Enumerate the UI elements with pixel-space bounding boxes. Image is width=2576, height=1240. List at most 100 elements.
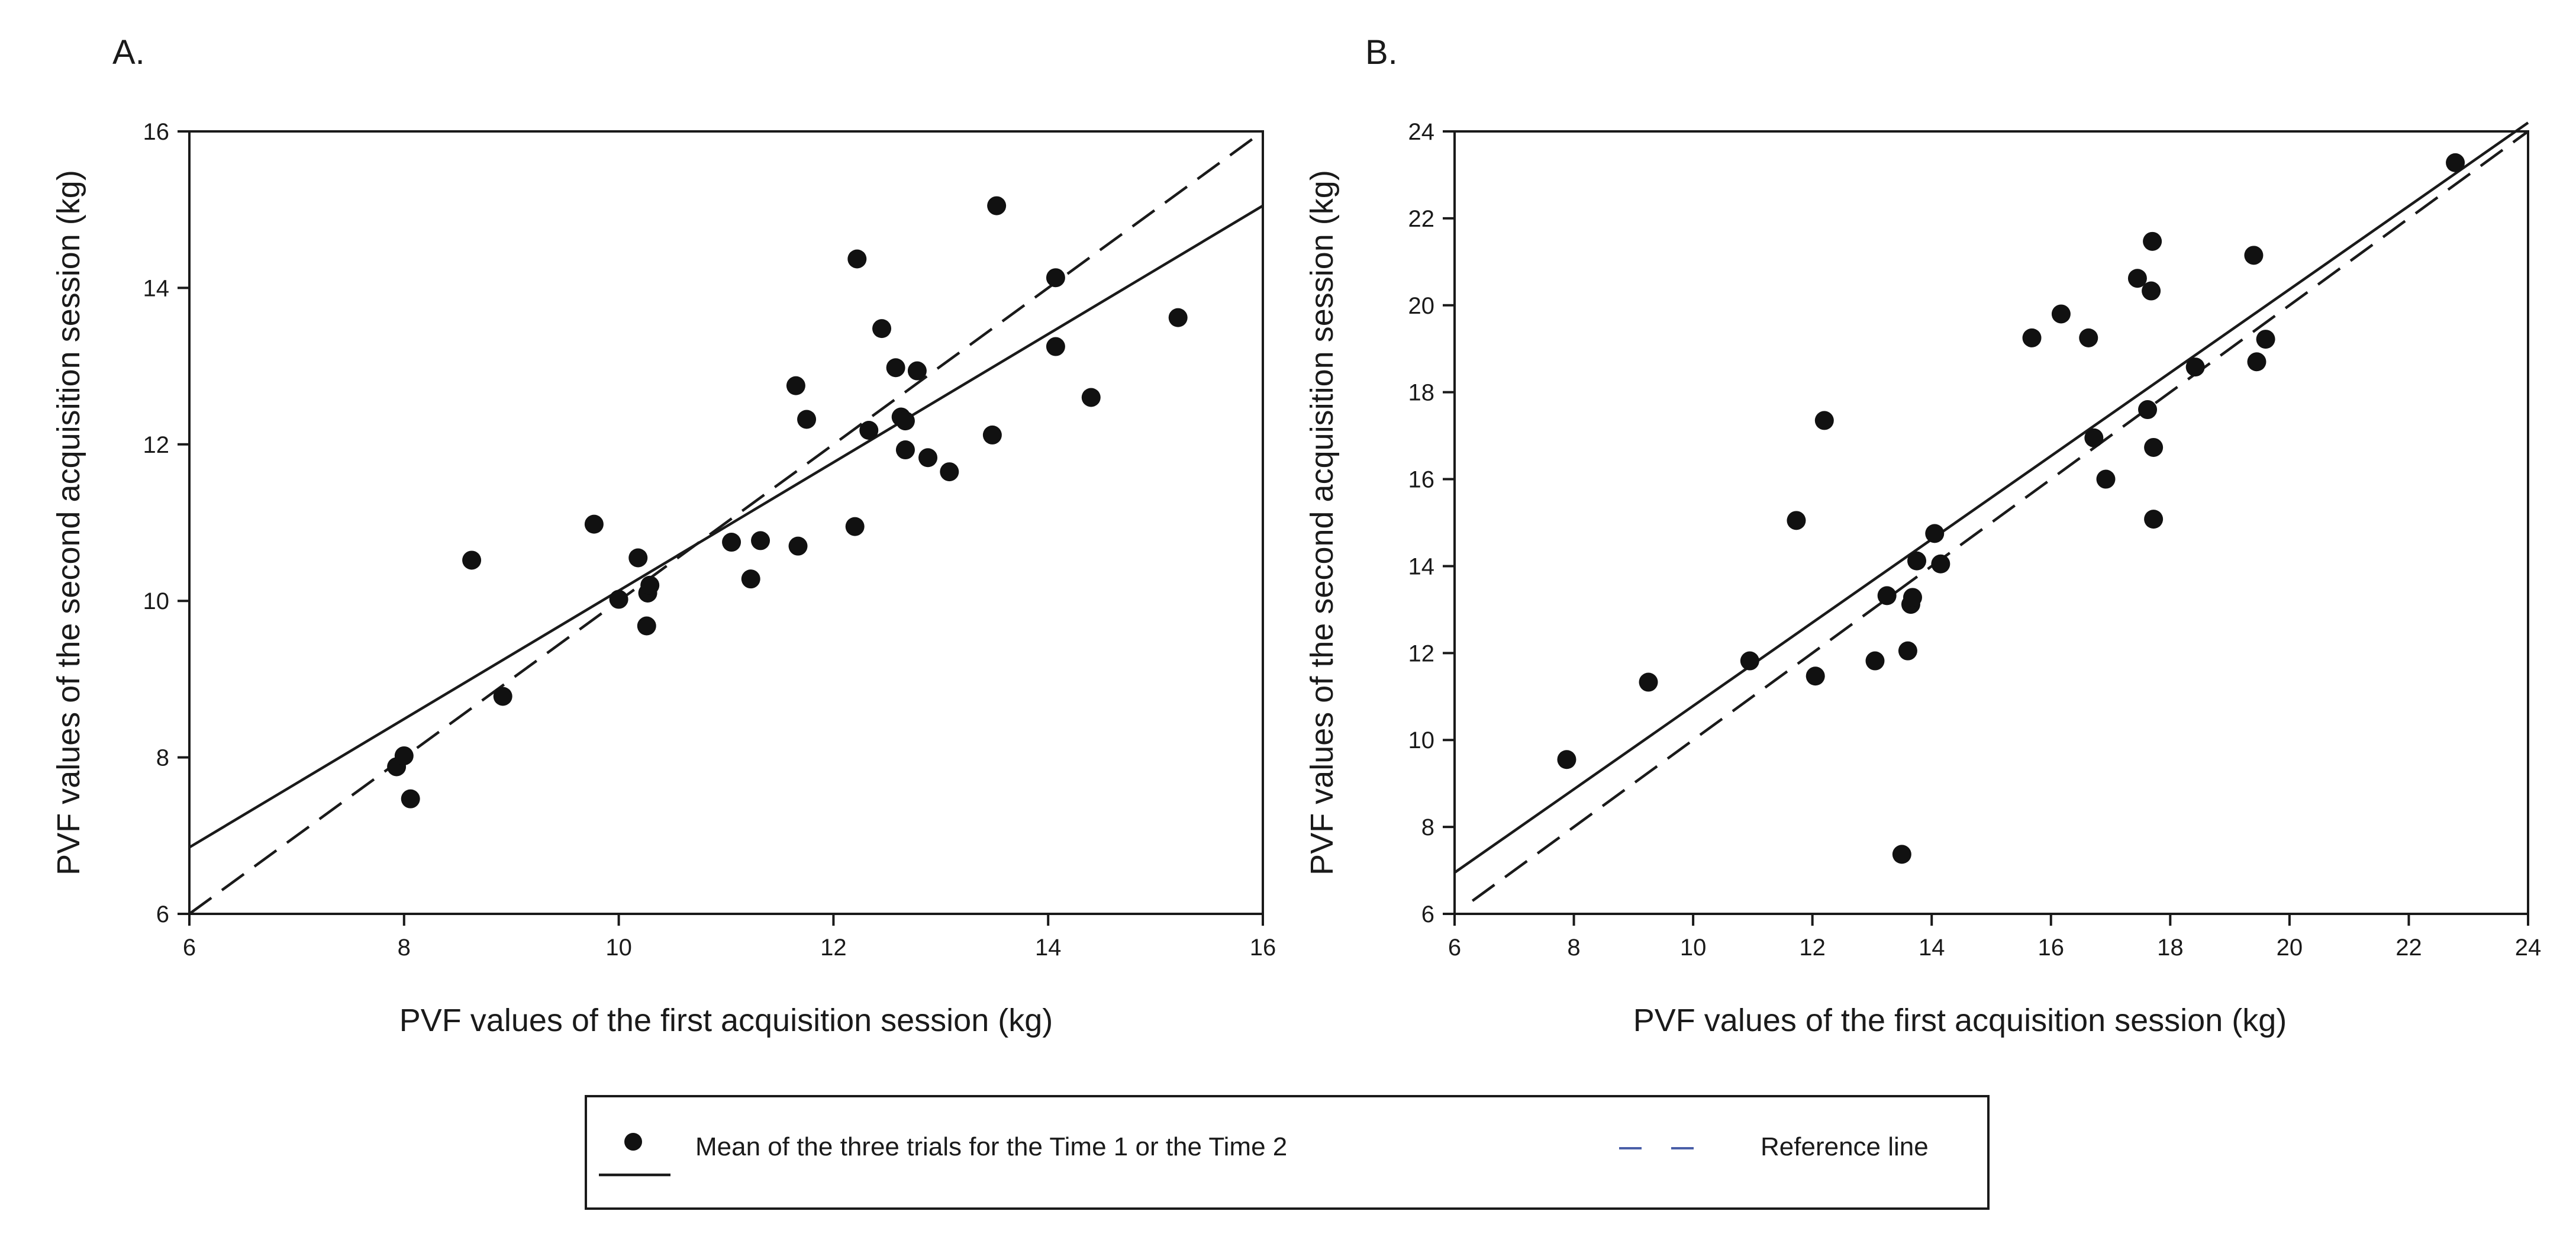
panel-a-data-point <box>628 548 648 568</box>
panel-b-data-point <box>1557 750 1576 769</box>
panel-b: B. 6 8 10 12 14 16 18 20 22 24681012141618202224 … <box>1304 33 2541 1038</box>
panel-b-fit-line <box>1453 121 2529 874</box>
panel-b-x-axis-label: PVF values of the first acquisition sess… <box>1633 1003 2287 1038</box>
panel-a-y-tick-label: 16 <box>143 119 170 145</box>
panel-b-y-tick-label: 22 <box>1408 206 1435 232</box>
panel-b-y-tick-label: 18 <box>1408 380 1435 406</box>
panel-b-data-point <box>1787 511 1806 530</box>
panel-a-data-point <box>462 550 482 570</box>
panel-b-data-point <box>2022 328 2042 347</box>
panel-a-data-point <box>637 616 656 636</box>
legend-reference-label: Reference line <box>1761 1132 1929 1161</box>
panel-a-x-tick-label: 14 <box>1035 935 1062 961</box>
panel-a-data-point <box>987 196 1007 215</box>
panel-a-data-point <box>493 687 512 706</box>
panel-b-data-point <box>1931 554 1950 574</box>
panel-b-points <box>1557 153 2465 864</box>
panel-a-data-point <box>394 746 414 765</box>
panel-a-y-tick-label: 12 <box>143 432 170 458</box>
panel-b-ticks: 6 8 10 12 14 16 18 20 22 24 6 8 10 12 14 16 18 20 22 24 <box>1408 119 2542 961</box>
panel-a-data-point <box>640 575 660 595</box>
panel-a-data-point <box>1046 337 1065 356</box>
panel-b-data-point <box>2079 328 2098 347</box>
panel-b-x-tick-label: 12 <box>1799 935 1826 961</box>
panel-b-data-point <box>2138 400 2158 420</box>
panel-b-y-tick-label: 20 <box>1408 293 1435 319</box>
panel-a-data-point <box>847 249 867 269</box>
panel-b-data-point <box>2256 330 2275 349</box>
panel-b-x-tick-label: 20 <box>2277 935 2303 961</box>
panel-b-y-tick-label: 8 <box>1421 814 1434 840</box>
panel-b-x-tick-label: 24 <box>2515 935 2542 961</box>
panel-a-data-point <box>584 514 604 534</box>
panel-b-data-point <box>2144 510 2164 529</box>
panel-a-data-point <box>797 410 817 429</box>
panel-b-data-point <box>1898 641 1917 661</box>
panel-b-x-tick-label: 18 <box>2157 935 2184 961</box>
panel-b-data-point <box>2127 269 2147 288</box>
panel-a-data-point <box>722 533 741 552</box>
legend-point-marker <box>624 1133 642 1151</box>
panel-b-data-point <box>2185 357 2205 377</box>
panel-b-data-point <box>2143 231 2162 251</box>
panel-a-data-point <box>886 358 905 378</box>
panel-a-y-tick-label: 8 <box>156 745 169 771</box>
panel-b-x-tick-label: 10 <box>1680 935 1707 961</box>
panel-b-reference-line <box>1471 130 2529 902</box>
panel-b-y-tick-label: 12 <box>1408 640 1435 666</box>
panel-b-y-tick-label: 6 <box>1421 901 1434 927</box>
panel-b-x-tick-label: 16 <box>2038 935 2065 961</box>
panel-a-data-point <box>609 590 628 609</box>
panel-a-data-point <box>401 789 420 809</box>
panel-a-x-axis-label: PVF values of the first acquisition sess… <box>399 1003 1053 1038</box>
panel-b-y-tick-label: 16 <box>1408 467 1435 493</box>
panel-b-x-tick-label: 22 <box>2396 935 2422 961</box>
legend-box <box>585 1095 1990 1210</box>
panel-a-data-point <box>940 462 959 482</box>
panel-b-data-point <box>1806 666 1825 686</box>
panel-a-x-tick-label: 12 <box>820 935 847 961</box>
panel-a-label: A. <box>112 33 145 72</box>
panel-a-data-point <box>982 425 1002 445</box>
panel-a-fit-line <box>188 204 1264 849</box>
panel-a-data-point <box>751 531 770 550</box>
legend: Mean of the three trials for the Time 1 … <box>585 1095 1990 1210</box>
panel-a-data-point <box>786 376 805 395</box>
panel-b-data-point <box>2051 304 2071 324</box>
panel-b-data-point <box>1639 672 1658 692</box>
panel-b-data-point <box>1907 551 1927 571</box>
panel-b-data-point <box>1814 411 1834 430</box>
panel-a-data-point <box>741 569 760 589</box>
panel-a-data-point <box>895 440 915 460</box>
panel-a-y-tick-label: 10 <box>143 588 170 614</box>
panel-a-data-point <box>1046 268 1065 288</box>
panel-b-data-point <box>1877 586 1897 605</box>
legend-point-label: Mean of the three trials for the Time 1 … <box>695 1132 1287 1161</box>
panel-b-label: B. <box>1365 33 1398 72</box>
panel-b-data-point <box>2142 281 2161 301</box>
panel-a-x-tick-label: 10 <box>605 935 632 961</box>
panel-a-data-point <box>907 361 927 381</box>
panel-a-plot-frame <box>188 130 1264 915</box>
panel-b-x-tick-label: 6 <box>1448 935 1461 961</box>
panel-a-x-tick-label: 8 <box>398 935 411 961</box>
panel-b-plot-frame <box>1453 130 2529 915</box>
panel-b-data-point <box>1740 651 1759 671</box>
panel-a-reference-line <box>188 130 1264 915</box>
panel-b-data-point <box>2144 437 2164 457</box>
panel-a-data-point <box>918 448 938 468</box>
panel-b-y-tick-label: 14 <box>1408 553 1435 579</box>
panel-a-data-point <box>845 517 865 536</box>
panel-a-data-point <box>895 411 915 431</box>
panel-a: A. 6 8 10 12 14 16 6 8 10 12 14 16 PVF values of th… <box>51 33 1276 1038</box>
panel-a-data-point <box>1168 308 1188 327</box>
panel-b-data-point <box>2446 153 2465 172</box>
panel-b-data-point <box>1903 588 1922 607</box>
panel-a-ticks: 6 8 10 12 14 16 6 8 10 12 14 16 <box>143 119 1276 961</box>
panel-a-y-tick-label: 6 <box>156 901 169 927</box>
panel-b-data-point <box>2247 352 2267 372</box>
panel-a-data-point <box>859 421 879 440</box>
panel-a-data-point <box>788 536 808 556</box>
panel-b-data-point <box>2084 428 2104 447</box>
